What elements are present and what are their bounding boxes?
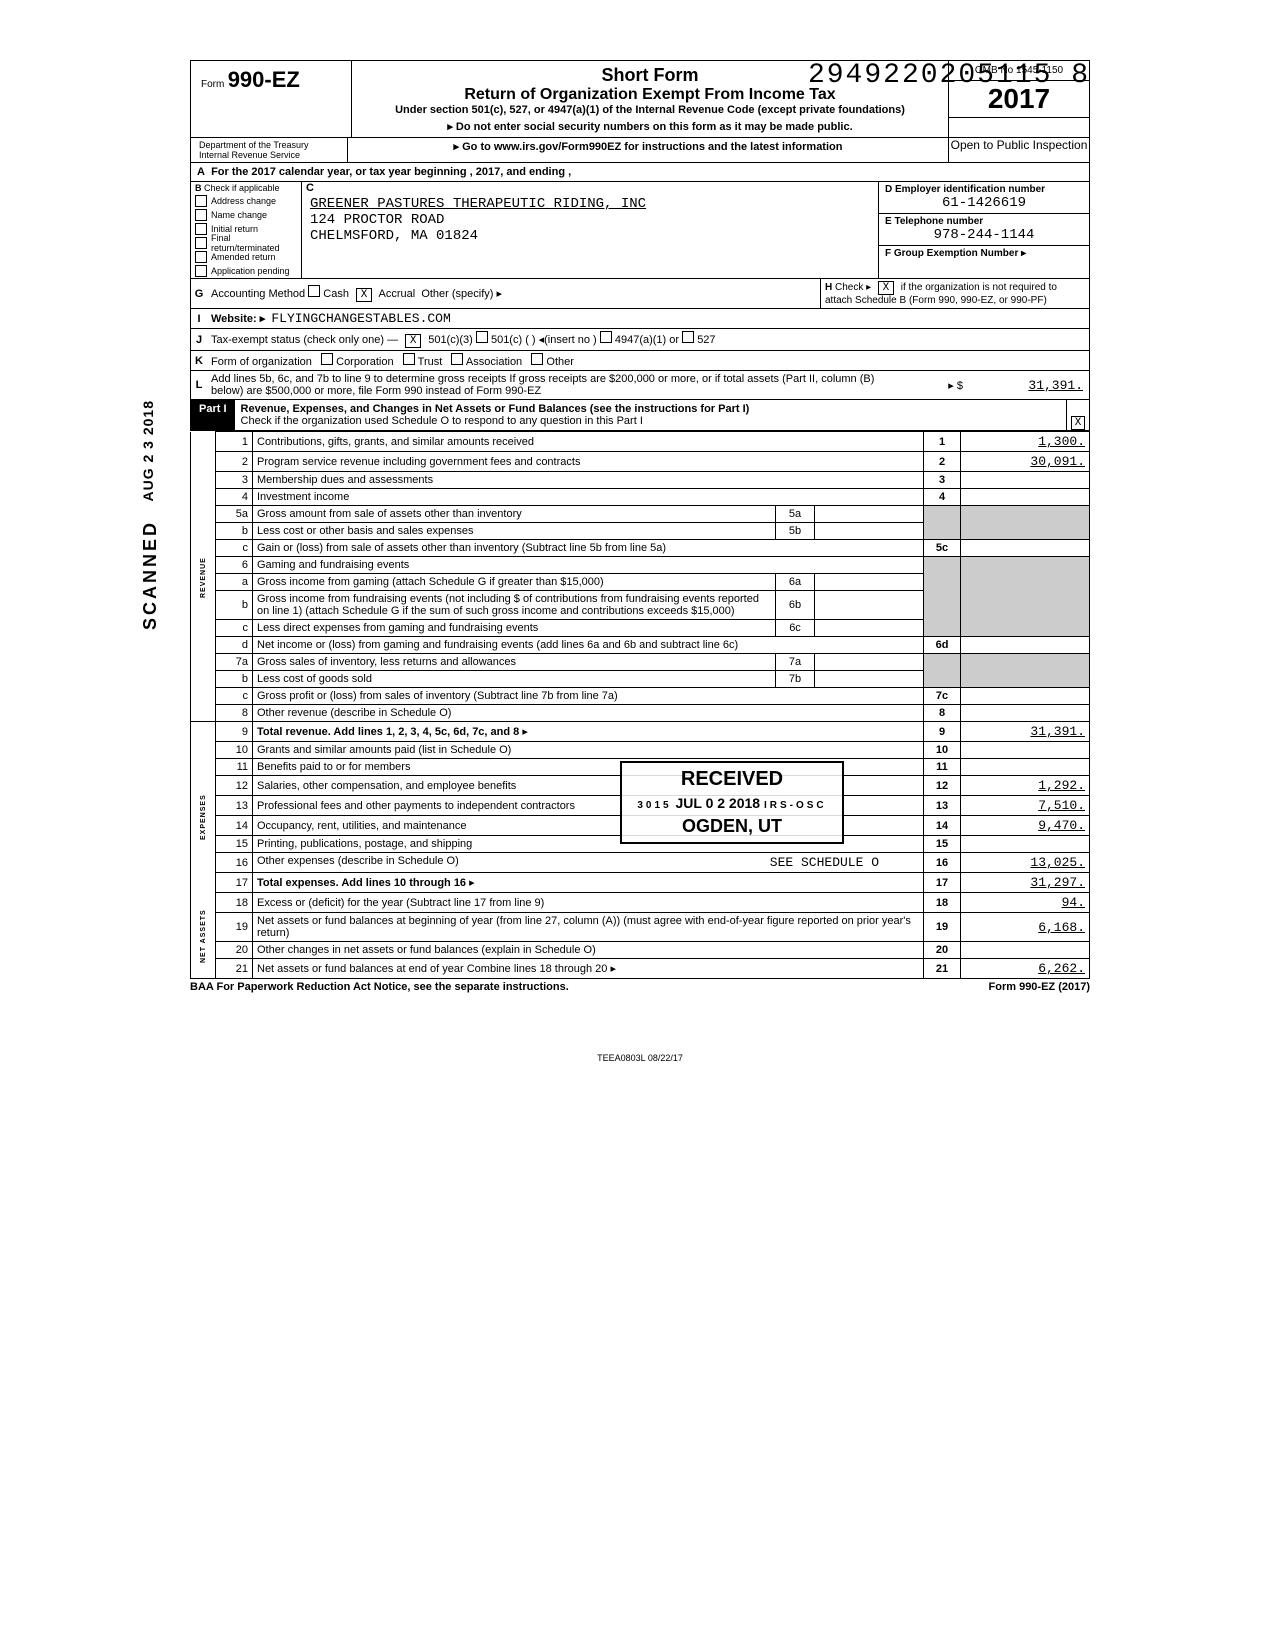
dept-label: Department of the Treasury Internal Reve… xyxy=(191,138,348,162)
line-g: G Accounting Method Cash X Accrual Other… xyxy=(190,279,1090,309)
footer-left: BAA For Paperwork Reduction Act Notice, … xyxy=(190,981,569,993)
chk-501c3[interactable]: X xyxy=(405,334,421,348)
form-number: 990-EZ xyxy=(228,67,300,92)
form-title3: Under section 501(c), 527, or 4947(a)(1)… xyxy=(360,104,940,116)
box-d-label: D Employer identification number xyxy=(885,184,1083,195)
scan-date-stamp: AUG 2 3 2018 xyxy=(140,400,156,502)
form-prefix: Form xyxy=(201,79,224,90)
amt-2: 30,091. xyxy=(961,452,1090,472)
org-addr2: CHELMSFORD, MA 01824 xyxy=(310,228,870,244)
line-k: K Form of organization Corporation Trust… xyxy=(190,351,1090,371)
box-c-label: C xyxy=(306,182,314,194)
received-stamp: RECEIVED 3015 JUL 0 2 2018 IRS-OSC OGDEN… xyxy=(620,761,844,844)
amt-19: 6,168. xyxy=(961,913,1090,942)
box-b-hdr: Check if applicable xyxy=(204,183,280,193)
document-locator-number: 2949220205115 8 xyxy=(808,60,1090,91)
form-page: 2949220205115 8 Form 990-EZ Short Form R… xyxy=(190,60,1090,1063)
amt-1: 1,300. xyxy=(961,432,1090,452)
line-l: L Add lines 5b, 6c, and 7b to line 9 to … xyxy=(190,371,1090,400)
org-addr1: 124 PROCTOR ROAD xyxy=(310,212,870,228)
chk-accrual[interactable]: X xyxy=(356,288,372,302)
amt-9: 31,391. xyxy=(961,722,1090,742)
box-e-label: E Telephone number xyxy=(885,216,1083,227)
amt-21: 6,262. xyxy=(961,959,1090,979)
line-i: I Website: ▸ FLYINGCHANGESTABLES.COM xyxy=(190,309,1090,329)
sched-o-ref: SEE SCHEDULE O xyxy=(770,855,879,870)
line-h: H Check ▸ X if the organization is not r… xyxy=(820,279,1089,308)
form-id-cell: Form 990-EZ xyxy=(191,61,352,137)
block-bcd: B Check if applicable Address change Nam… xyxy=(190,182,1090,279)
chk-assoc[interactable] xyxy=(451,353,463,365)
part1-tag: Part I xyxy=(191,400,235,430)
chk-initial[interactable] xyxy=(195,223,207,235)
part1-desc: Revenue, Expenses, and Changes in Net As… xyxy=(241,403,750,415)
line-j: J Tax-exempt status (check only one) — X… xyxy=(190,329,1090,351)
org-name: GREENER PASTURES THERAPEUTIC RIDING, INC xyxy=(310,196,870,212)
website: FLYINGCHANGESTABLES.COM xyxy=(271,311,450,326)
chk-501c[interactable] xyxy=(476,331,488,343)
open-public: Open to Public Inspection xyxy=(949,138,1089,162)
amt-17: 31,297. xyxy=(961,873,1090,893)
part1-table: REVENUE 1 Contributions, gifts, grants, … xyxy=(190,431,1090,979)
line-g-text: Accounting Method xyxy=(211,288,305,300)
sub-header: Department of the Treasury Internal Reve… xyxy=(190,137,1090,163)
chk-trust[interactable] xyxy=(403,353,415,365)
phone: 978-244-1144 xyxy=(885,227,1083,243)
amt-18: 94. xyxy=(961,893,1090,913)
chk-4947[interactable] xyxy=(600,331,612,343)
chk-527[interactable] xyxy=(682,331,694,343)
amt-12: 1,292. xyxy=(961,776,1090,796)
chk-name-change[interactable] xyxy=(195,209,207,221)
box-c: C GREENER PASTURES THERAPEUTIC RIDING, I… xyxy=(302,182,879,278)
part1-sub: Check if the organization used Schedule … xyxy=(241,415,643,427)
chk-part1-o[interactable]: X xyxy=(1071,416,1085,430)
part1-header: Part I Revenue, Expenses, and Changes in… xyxy=(190,400,1090,431)
amt-16: 13,025. xyxy=(961,853,1090,873)
chk-corp[interactable] xyxy=(321,353,333,365)
box-f-label: F Group Exemption Number ▸ xyxy=(885,248,1083,259)
line-a: A For the 2017 calendar year, or tax yea… xyxy=(190,163,1090,182)
amt-13: 7,510. xyxy=(961,796,1090,816)
chk-final[interactable] xyxy=(195,237,207,249)
footer-mid: TEEA0803L 08/22/17 xyxy=(190,1053,1090,1063)
scanned-stamp: SCANNED xyxy=(140,520,161,630)
part1-body: REVENUE 1 Contributions, gifts, grants, … xyxy=(190,431,1090,979)
chk-other[interactable] xyxy=(531,353,543,365)
goto-label: ▸ Go to www.irs.gov/Form990EZ for instru… xyxy=(348,138,949,162)
chk-addr-change[interactable] xyxy=(195,195,207,207)
ein: 61-1426619 xyxy=(885,195,1083,211)
box-b: B Check if applicable Address change Nam… xyxy=(191,182,302,278)
form-title4: ▸ Do not enter social security numbers o… xyxy=(360,120,940,133)
line-a-text: For the 2017 calendar year, or tax year … xyxy=(211,166,571,178)
gross-receipts: 31,391. xyxy=(963,378,1089,393)
chk-amended[interactable] xyxy=(195,251,207,263)
amt-14: 9,470. xyxy=(961,816,1090,836)
chk-cash[interactable] xyxy=(308,285,320,297)
side-netassets: NET ASSETS xyxy=(191,893,216,979)
footer-right: Form 990-EZ (2017) xyxy=(989,981,1090,993)
chk-pending[interactable] xyxy=(195,265,207,277)
side-expenses: EXPENSES xyxy=(191,742,216,893)
chk-h[interactable]: X xyxy=(878,281,894,295)
side-revenue: REVENUE xyxy=(191,432,216,722)
box-def: D Employer identification number 61-1426… xyxy=(879,182,1089,278)
page-footer: BAA For Paperwork Reduction Act Notice, … xyxy=(190,979,1090,993)
